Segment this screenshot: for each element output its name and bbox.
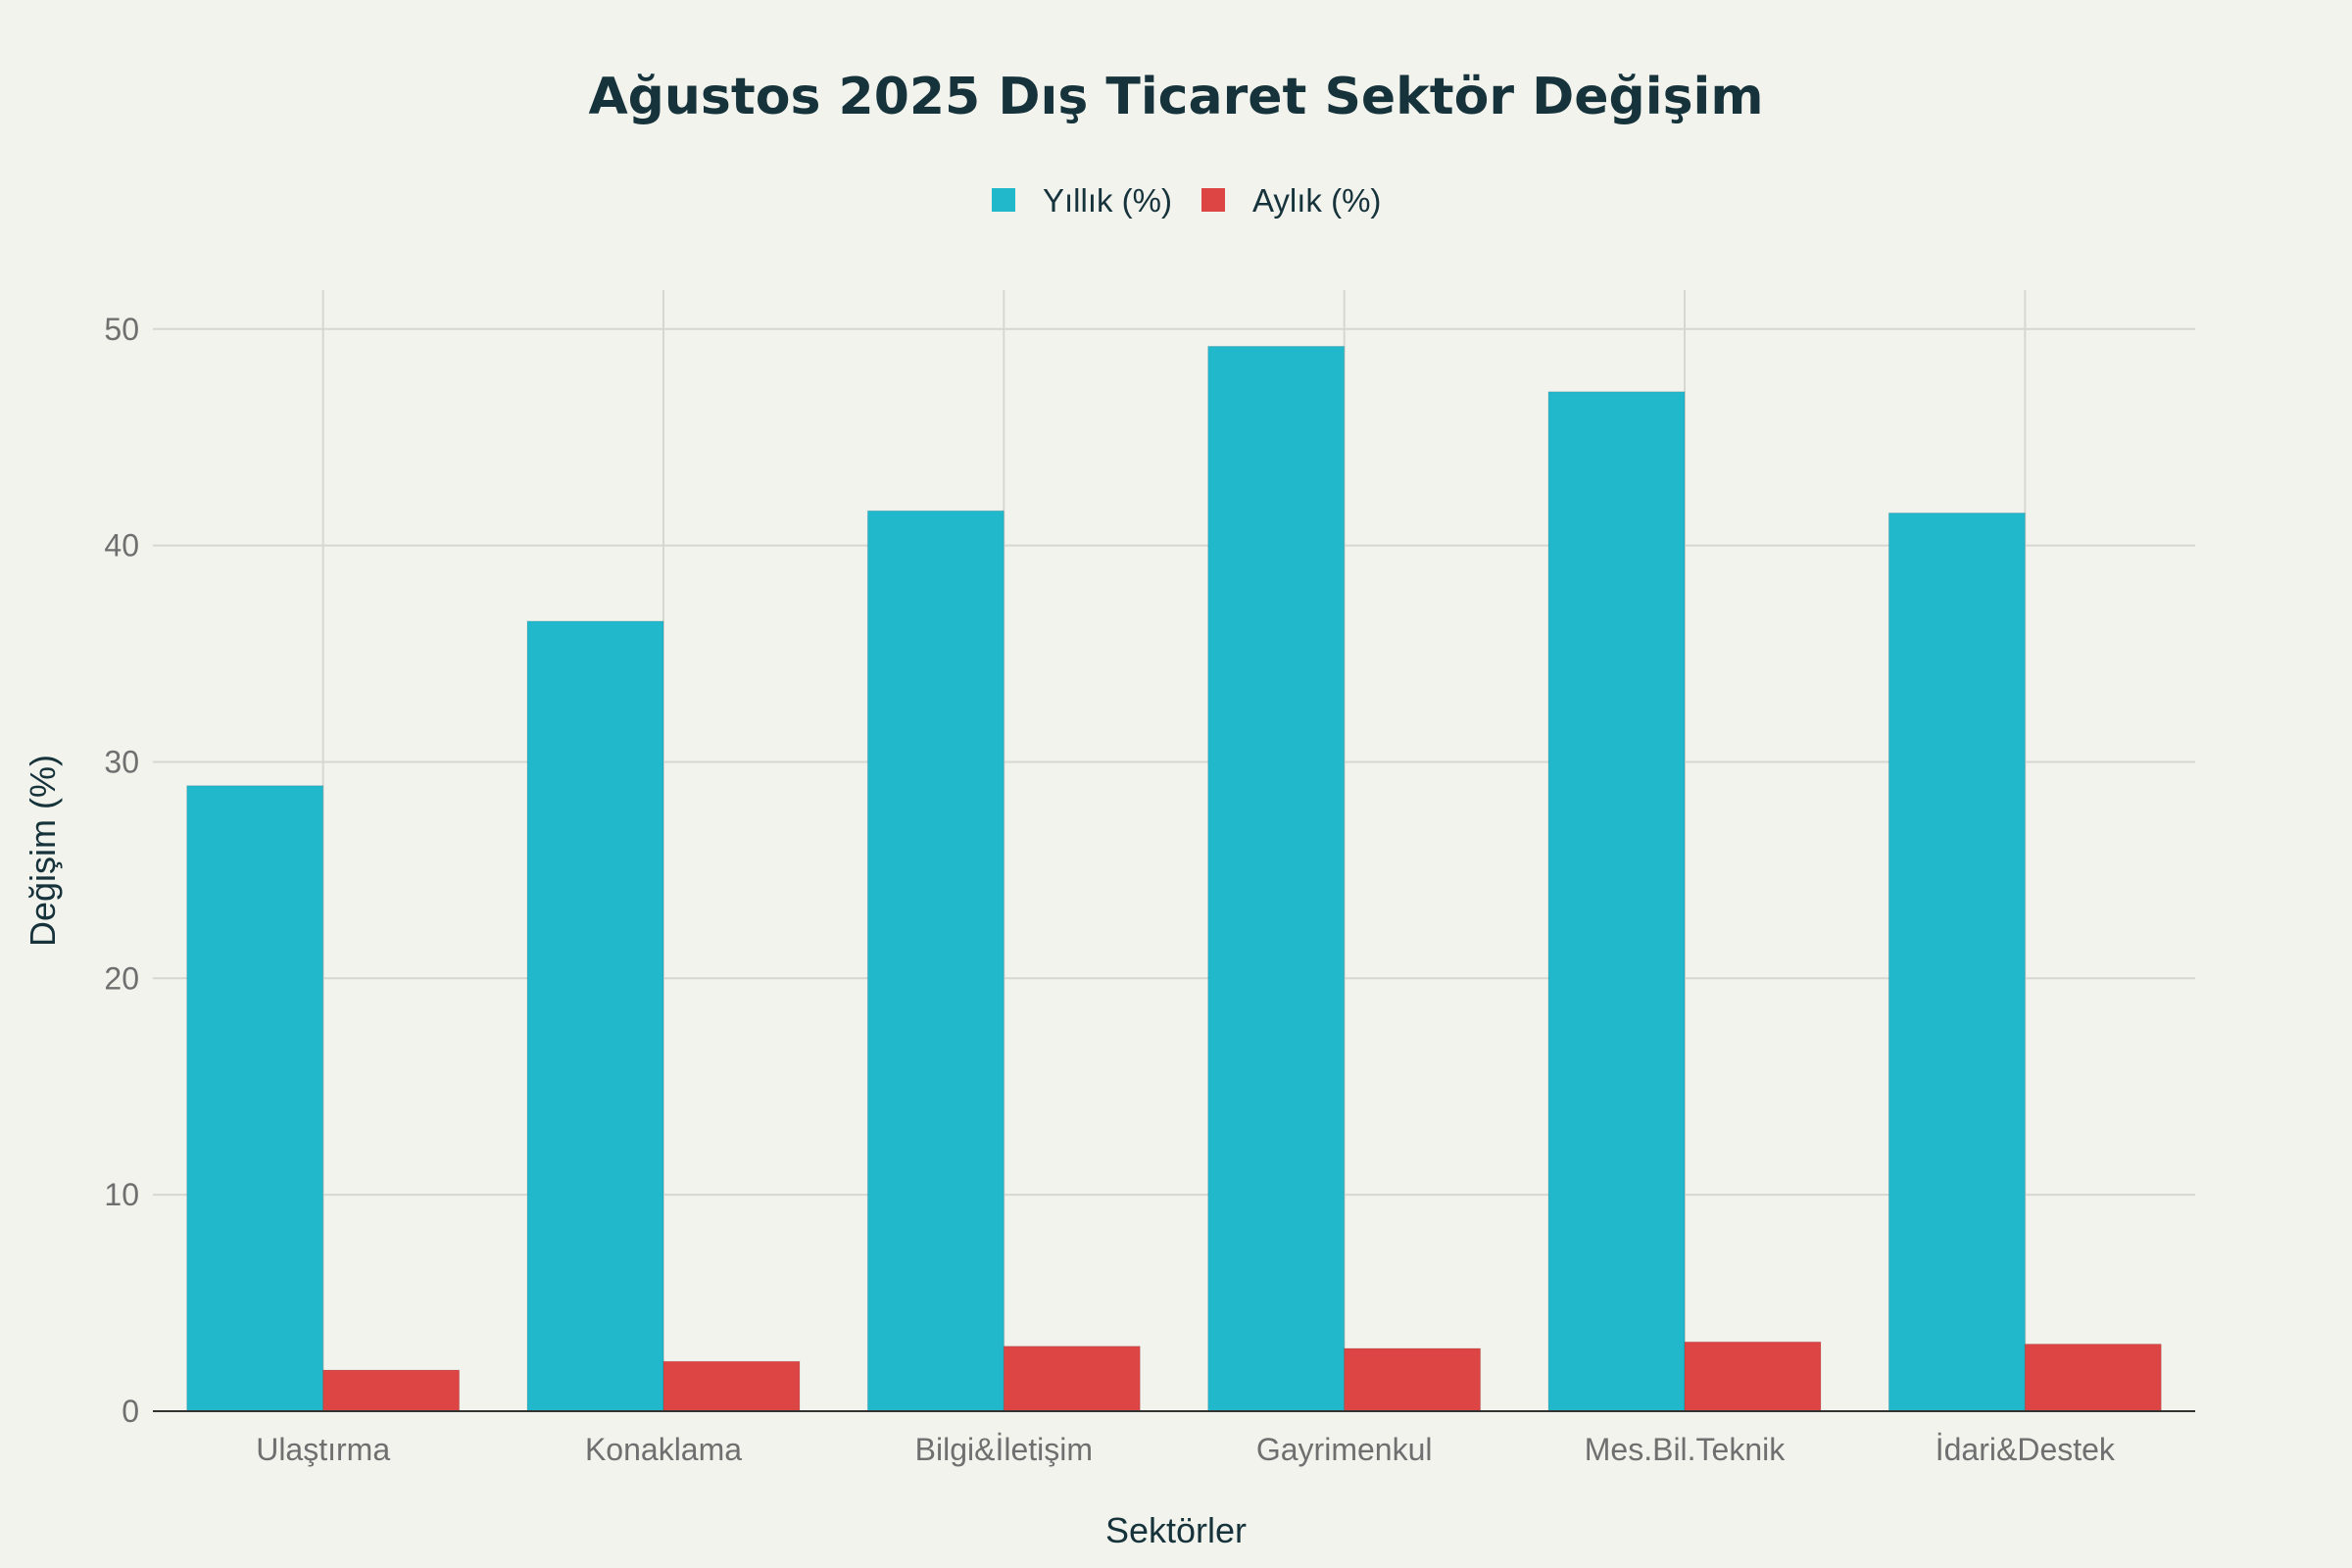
legend-label: Yıllık (%): [1043, 182, 1172, 219]
bar-yillik-0: [186, 785, 324, 1412]
x-tick-label: İdari&Destek: [1936, 1432, 2116, 1467]
chart-title: Ağustos 2025 Dış Ticaret Sektör Değişim: [588, 68, 1763, 126]
x-tick-label: Mes.Bil.Teknik: [1585, 1432, 1787, 1467]
legend-swatch: [1201, 188, 1225, 212]
bar-aylik-5: [2024, 1344, 2162, 1412]
y-tick-label: 30: [104, 744, 139, 779]
bar-aylik-3: [1344, 1348, 1482, 1412]
y-tick-label: 0: [122, 1394, 139, 1429]
x-tick-label: Bilgi&İletişim: [915, 1432, 1093, 1467]
legend: Yıllık (%) Aylık (%): [992, 182, 1381, 219]
bar-aylik-0: [322, 1369, 461, 1412]
bar-yillik-5: [1887, 512, 2026, 1412]
bar-aylik-4: [1684, 1341, 1822, 1412]
legend-swatch: [992, 188, 1015, 212]
y-tick-label: 40: [104, 528, 139, 564]
x-tick-label: Gayrimenkul: [1256, 1432, 1433, 1467]
bar-aylik-2: [1003, 1346, 1141, 1412]
y-tick-label: 50: [104, 312, 139, 347]
x-axis-ticks: Ulaştırma Konaklama Bilgi&İletişim Gayrimen…: [256, 1432, 2116, 1467]
bar-yillik-4: [1547, 391, 1686, 1412]
bars: [186, 345, 2162, 1412]
x-tick-label: Konaklama: [585, 1432, 742, 1467]
bar-yillik-2: [866, 510, 1004, 1412]
x-tick-label: Ulaştırma: [256, 1432, 390, 1467]
bar-yillik-1: [526, 620, 664, 1412]
y-axis-title: Değişim (%): [23, 755, 63, 947]
x-axis-title: Sektörler: [1105, 1510, 1247, 1550]
bar-aylik-1: [662, 1360, 801, 1412]
legend-label: Aylık (%): [1252, 182, 1381, 219]
y-tick-label: 20: [104, 960, 139, 996]
y-tick-label: 10: [104, 1177, 139, 1212]
y-axis-ticks: 0 10 20 30 40 50: [104, 312, 139, 1429]
bar-yillik-3: [1207, 345, 1346, 1412]
